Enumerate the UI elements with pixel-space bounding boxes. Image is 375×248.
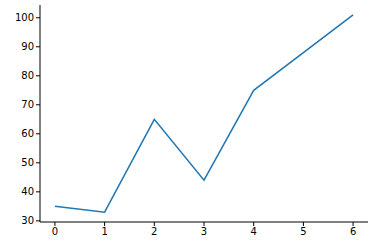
svg-text:80: 80 bbox=[21, 70, 34, 81]
svg-text:60: 60 bbox=[21, 128, 34, 139]
svg-text:30: 30 bbox=[21, 215, 34, 226]
svg-text:70: 70 bbox=[21, 99, 34, 110]
svg-text:5: 5 bbox=[300, 226, 306, 237]
svg-text:3: 3 bbox=[201, 226, 207, 237]
svg-text:6: 6 bbox=[350, 226, 356, 237]
svg-text:50: 50 bbox=[21, 157, 34, 168]
svg-text:40: 40 bbox=[21, 186, 34, 197]
svg-text:1: 1 bbox=[101, 226, 107, 237]
svg-text:90: 90 bbox=[21, 41, 34, 52]
svg-text:100: 100 bbox=[15, 12, 34, 23]
svg-text:2: 2 bbox=[151, 226, 157, 237]
svg-text:0: 0 bbox=[52, 226, 58, 237]
svg-text:4: 4 bbox=[251, 226, 257, 237]
